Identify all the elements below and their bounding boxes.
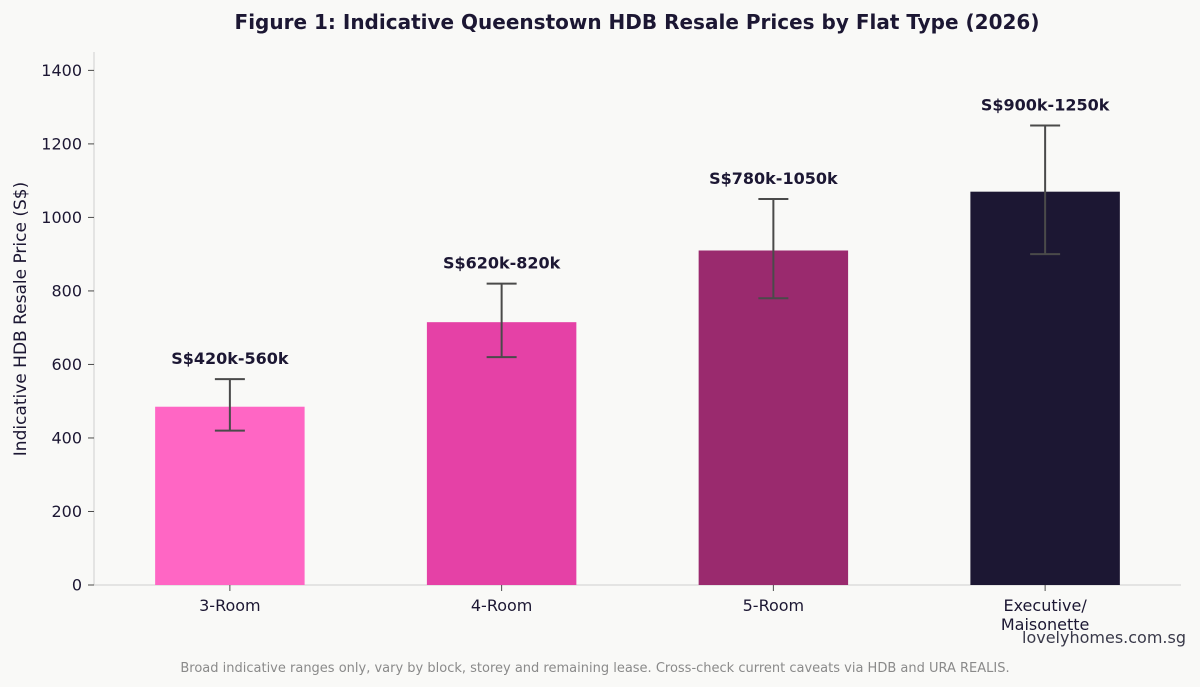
y-tick-label: 400 xyxy=(51,428,82,447)
data-label: S$420k-560k xyxy=(171,349,289,368)
bar xyxy=(155,406,305,585)
bar xyxy=(426,322,577,585)
y-tick-label: 1000 xyxy=(41,208,82,227)
footnote: Broad indicative ranges only, vary by bl… xyxy=(180,661,1009,676)
error-bars xyxy=(214,124,1061,432)
y-tick-label: 200 xyxy=(51,502,82,521)
y-tick-label: 800 xyxy=(51,281,82,300)
y-tick-label: 1200 xyxy=(41,134,82,153)
x-tick-label: Maisonette xyxy=(1001,615,1090,634)
y-tick-label: 600 xyxy=(51,355,82,374)
bars xyxy=(155,191,1120,586)
y-tick-label: 1400 xyxy=(41,61,82,80)
y-axis-label: Indicative HDB Resale Price (S$) xyxy=(11,182,31,456)
watermark: lovelyhomes.com.sg xyxy=(1022,628,1186,647)
data-label: S$900k-1250k xyxy=(981,96,1110,115)
data-label: S$780k-1050k xyxy=(709,169,838,188)
x-tick-label: 4-Room xyxy=(471,596,533,615)
data-label: S$620k-820k xyxy=(443,254,561,273)
y-axis: 0 200 400 600 800 1000 1200 1400 xyxy=(41,52,95,595)
x-tick-label: 3-Room xyxy=(199,596,261,615)
x-tick-label: Executive/ xyxy=(1003,596,1087,615)
bar xyxy=(698,250,849,585)
y-tick-label: 0 xyxy=(72,576,82,595)
x-axis: 3-Room 4-Room 5-Room Executive/Maisonette xyxy=(94,584,1181,634)
chart-title: Figure 1: Indicative Queenstown HDB Resa… xyxy=(235,10,1040,34)
bar xyxy=(970,191,1120,586)
x-tick-label: 5-Room xyxy=(743,596,805,615)
data-labels: S$420k-560k S$620k-820k S$780k-1050k S$900k… xyxy=(171,96,1110,369)
